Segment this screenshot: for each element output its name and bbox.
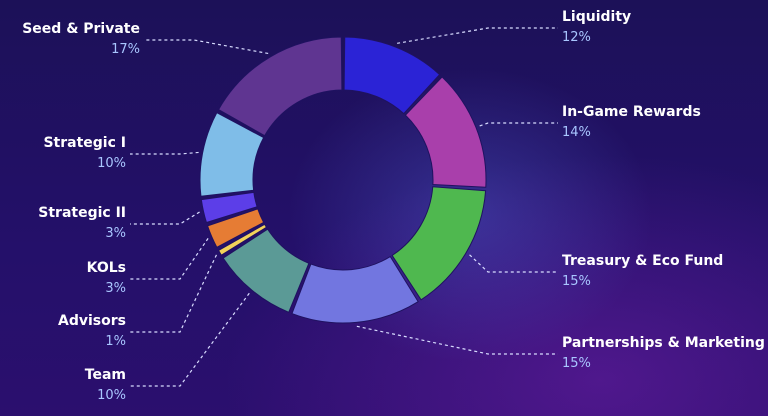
label-liquidity: Liquidity 12% (562, 8, 631, 47)
label-percent: 12% (562, 30, 591, 45)
label-name: Strategic II (38, 205, 126, 221)
slice-seed-and-private (217, 36, 343, 137)
slice-liquidity (343, 36, 441, 115)
leader-team (130, 292, 250, 387)
label-percent: 10% (97, 388, 126, 403)
leader-seed-and-private (144, 39, 269, 55)
label-name: Team (84, 367, 126, 383)
slice-team (222, 228, 310, 313)
slice-strategic-i (199, 111, 265, 197)
slice-strategic-ii (200, 191, 258, 224)
slice-advisors (217, 223, 268, 256)
slice-in-game-rewards (404, 76, 487, 188)
label-treasury-and-eco-fund: Treasury & Eco Fund 15% (562, 252, 723, 291)
leader-kols (130, 238, 209, 280)
slices (199, 36, 487, 324)
label-name: In-Game Rewards (562, 104, 701, 120)
label-strategic-ii: Strategic II 3% (38, 204, 126, 243)
label-percent: 10% (97, 156, 126, 171)
leader-lines (130, 27, 558, 387)
label-name: Seed & Private (22, 21, 140, 37)
label-name: Strategic I (43, 135, 126, 151)
label-name: Advisors (58, 313, 126, 329)
slice-partnerships-and-marketing (291, 255, 419, 324)
label-percent: 17% (111, 42, 140, 57)
label-seed-and-private: Seed & Private 17% (22, 20, 140, 59)
leader-strategic-ii (130, 211, 200, 225)
label-name: Treasury & Eco Fund (562, 253, 724, 269)
leader-strategic-i (130, 151, 199, 155)
slice-kols (206, 208, 265, 249)
label-strategic-i: Strategic I 10% (43, 134, 126, 173)
leader-liquidity (397, 27, 558, 44)
label-kols: KOLs 3% (87, 259, 126, 298)
leader-treasury-and-eco-fund (469, 254, 558, 273)
label-team: Team 10% (85, 366, 126, 405)
label-percent: 14% (562, 125, 591, 140)
label-percent: 3% (105, 226, 126, 241)
leader-partnerships-and-marketing (356, 325, 558, 355)
leader-advisors (130, 254, 218, 333)
slice-treasury-and-eco-fund (391, 186, 487, 301)
label-advisors: Advisors 1% (58, 312, 126, 351)
label-percent: 15% (562, 274, 591, 289)
label-percent: 1% (105, 334, 126, 349)
label-percent: 3% (105, 281, 126, 296)
leader-in-game-rewards (479, 122, 558, 127)
label-partnerships-and-marketing: Partnerships & Marketing 15% (562, 334, 765, 373)
label-name: KOLs (86, 260, 126, 276)
label-name: Partnerships & Marketing (562, 335, 765, 351)
label-in-game-rewards: In-Game Rewards 14% (562, 103, 701, 142)
label-percent: 15% (562, 356, 591, 371)
label-name: Liquidity (562, 9, 632, 25)
